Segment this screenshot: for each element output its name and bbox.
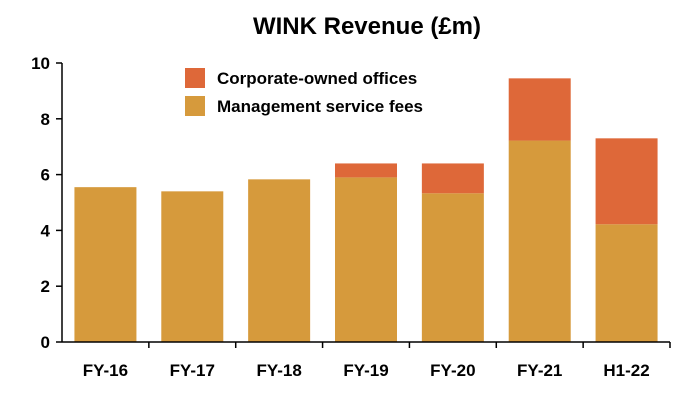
y-tick-label-4: 4: [41, 221, 51, 240]
bar-management-service-fees-fy-17: [161, 191, 224, 342]
bar-corporate-owned-offices-fy-19: [335, 163, 397, 178]
x-tick-label-fy-18: FY-18: [256, 361, 301, 380]
bar-corporate-owned-offices-h1-22: [595, 138, 658, 225]
x-tick-label-fy-17: FY-17: [170, 361, 215, 380]
bars-layer: [74, 78, 658, 342]
x-tick-label-h1-22: H1-22: [603, 361, 649, 380]
legend-label-management-service-fees: Management service fees: [217, 97, 423, 116]
x-tick-label-fy-19: FY-19: [343, 361, 388, 380]
legend-swatch-management-service-fees: [185, 96, 205, 116]
bar-management-service-fees-h1-22: [595, 224, 658, 342]
legend-label-corporate-owned-offices: Corporate-owned offices: [217, 69, 417, 88]
y-tick-label-6: 6: [41, 166, 50, 185]
x-tick-label-fy-20: FY-20: [430, 361, 475, 380]
y-tick-label-8: 8: [41, 110, 50, 129]
y-tick-label-10: 10: [31, 54, 50, 73]
y-tick-label-0: 0: [41, 333, 50, 352]
chart-title: WINK Revenue (£m): [253, 13, 481, 40]
bar-corporate-owned-offices-fy-20: [421, 163, 484, 194]
legend-swatch-corporate-owned-offices: [185, 68, 205, 88]
legend: Corporate-owned offices Management servic…: [185, 68, 423, 116]
y-tick-label-2: 2: [41, 277, 50, 296]
bar-management-service-fees-fy-19: [335, 177, 397, 342]
bar-management-service-fees-fy-18: [248, 179, 311, 342]
bar-management-service-fees-fy-16: [74, 187, 137, 342]
bar-corporate-owned-offices-fy-21: [508, 78, 571, 141]
axes-layer: FY-16 FY-17 FY-18 FY-19 FY-20 FY-21 H1-22 0 2 4 6 8…: [31, 54, 671, 380]
x-tick-label-fy-21: FY-21: [517, 361, 562, 380]
bar-management-service-fees-fy-21: [508, 140, 571, 342]
bar-management-service-fees-fy-20: [421, 193, 484, 342]
x-tick-label-fy-16: FY-16: [83, 361, 128, 380]
